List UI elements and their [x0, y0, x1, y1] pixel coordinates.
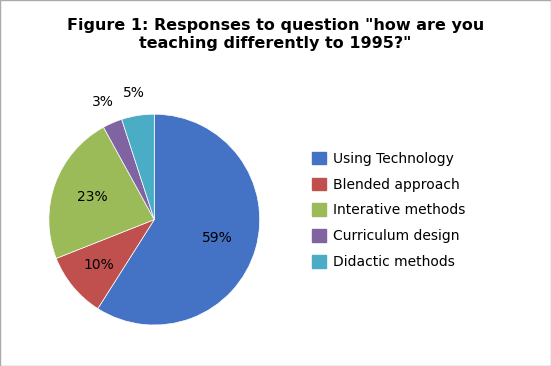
Wedge shape	[122, 114, 154, 220]
Wedge shape	[104, 119, 154, 220]
Text: 5%: 5%	[123, 86, 145, 100]
Text: Figure 1: Responses to question "how are you
teaching differently to 1995?": Figure 1: Responses to question "how are…	[67, 18, 484, 51]
Text: 59%: 59%	[202, 231, 233, 245]
Text: 3%: 3%	[92, 94, 114, 109]
Text: 23%: 23%	[78, 190, 108, 205]
Wedge shape	[49, 127, 154, 258]
Wedge shape	[98, 114, 260, 325]
Wedge shape	[56, 220, 154, 309]
Legend: Using Technology, Blended approach, Interative methods, Curriculum design, Didac: Using Technology, Blended approach, Inte…	[307, 146, 471, 274]
Text: 10%: 10%	[84, 258, 115, 272]
